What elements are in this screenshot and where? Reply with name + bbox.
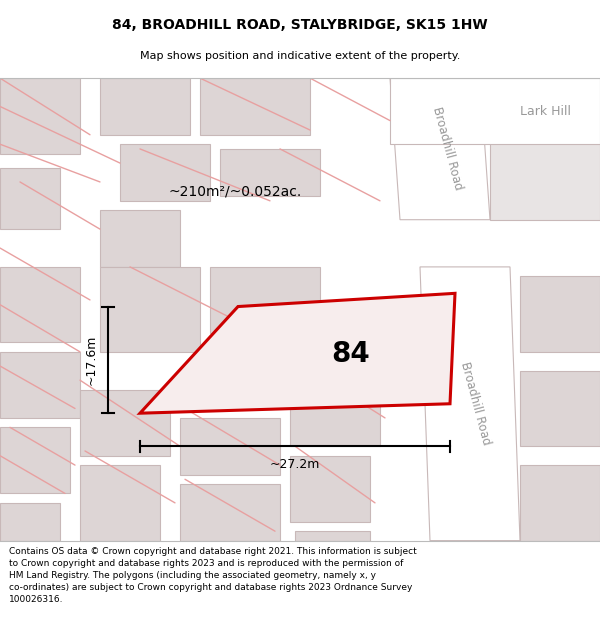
Text: Map shows position and indicative extent of the property.: Map shows position and indicative extent… — [140, 51, 460, 61]
Polygon shape — [80, 465, 160, 541]
Polygon shape — [0, 352, 80, 418]
Polygon shape — [140, 293, 455, 413]
Polygon shape — [200, 78, 310, 135]
Polygon shape — [0, 428, 70, 493]
Text: Lark Hill: Lark Hill — [520, 104, 571, 118]
Text: ~210m²/~0.052ac.: ~210m²/~0.052ac. — [169, 184, 302, 198]
Polygon shape — [490, 78, 600, 220]
Polygon shape — [390, 78, 490, 220]
Polygon shape — [120, 144, 210, 201]
Polygon shape — [290, 371, 380, 446]
Text: 84: 84 — [331, 340, 370, 368]
Polygon shape — [390, 78, 600, 144]
Polygon shape — [0, 503, 60, 541]
Polygon shape — [520, 371, 600, 446]
Polygon shape — [100, 210, 180, 267]
Polygon shape — [220, 149, 320, 196]
Polygon shape — [0, 78, 80, 154]
Polygon shape — [210, 267, 320, 333]
Polygon shape — [0, 168, 60, 229]
Text: Broadhill Road: Broadhill Road — [458, 361, 493, 447]
Polygon shape — [100, 267, 200, 352]
Polygon shape — [80, 389, 170, 456]
Polygon shape — [180, 484, 280, 541]
Text: ~17.6m: ~17.6m — [85, 334, 98, 385]
Polygon shape — [295, 531, 370, 541]
Polygon shape — [100, 78, 190, 135]
Text: ~27.2m: ~27.2m — [270, 458, 320, 471]
Polygon shape — [520, 465, 600, 541]
Polygon shape — [420, 267, 520, 541]
Polygon shape — [520, 276, 600, 352]
Polygon shape — [180, 418, 280, 474]
Text: Contains OS data © Crown copyright and database right 2021. This information is : Contains OS data © Crown copyright and d… — [9, 548, 417, 604]
Text: Broadhill Road: Broadhill Road — [430, 106, 464, 192]
Polygon shape — [0, 267, 80, 342]
Text: 84, BROADHILL ROAD, STALYBRIDGE, SK15 1HW: 84, BROADHILL ROAD, STALYBRIDGE, SK15 1H… — [112, 18, 488, 32]
Polygon shape — [290, 456, 370, 522]
